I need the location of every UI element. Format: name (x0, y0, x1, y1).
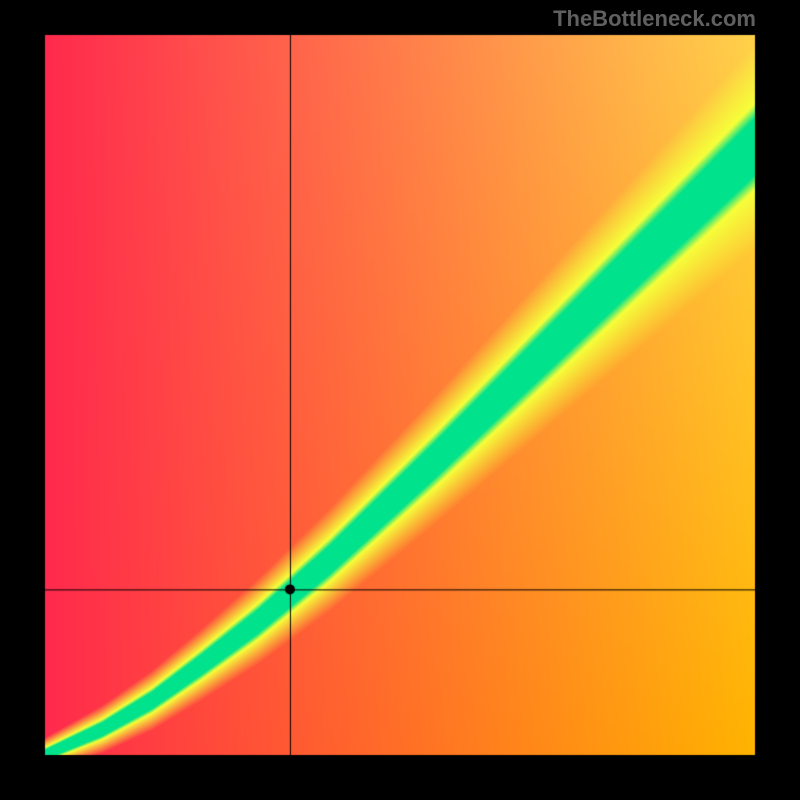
heatmap-canvas (0, 0, 800, 800)
chart-container: TheBottleneck.com (0, 0, 800, 800)
watermark-text: TheBottleneck.com (553, 6, 756, 32)
